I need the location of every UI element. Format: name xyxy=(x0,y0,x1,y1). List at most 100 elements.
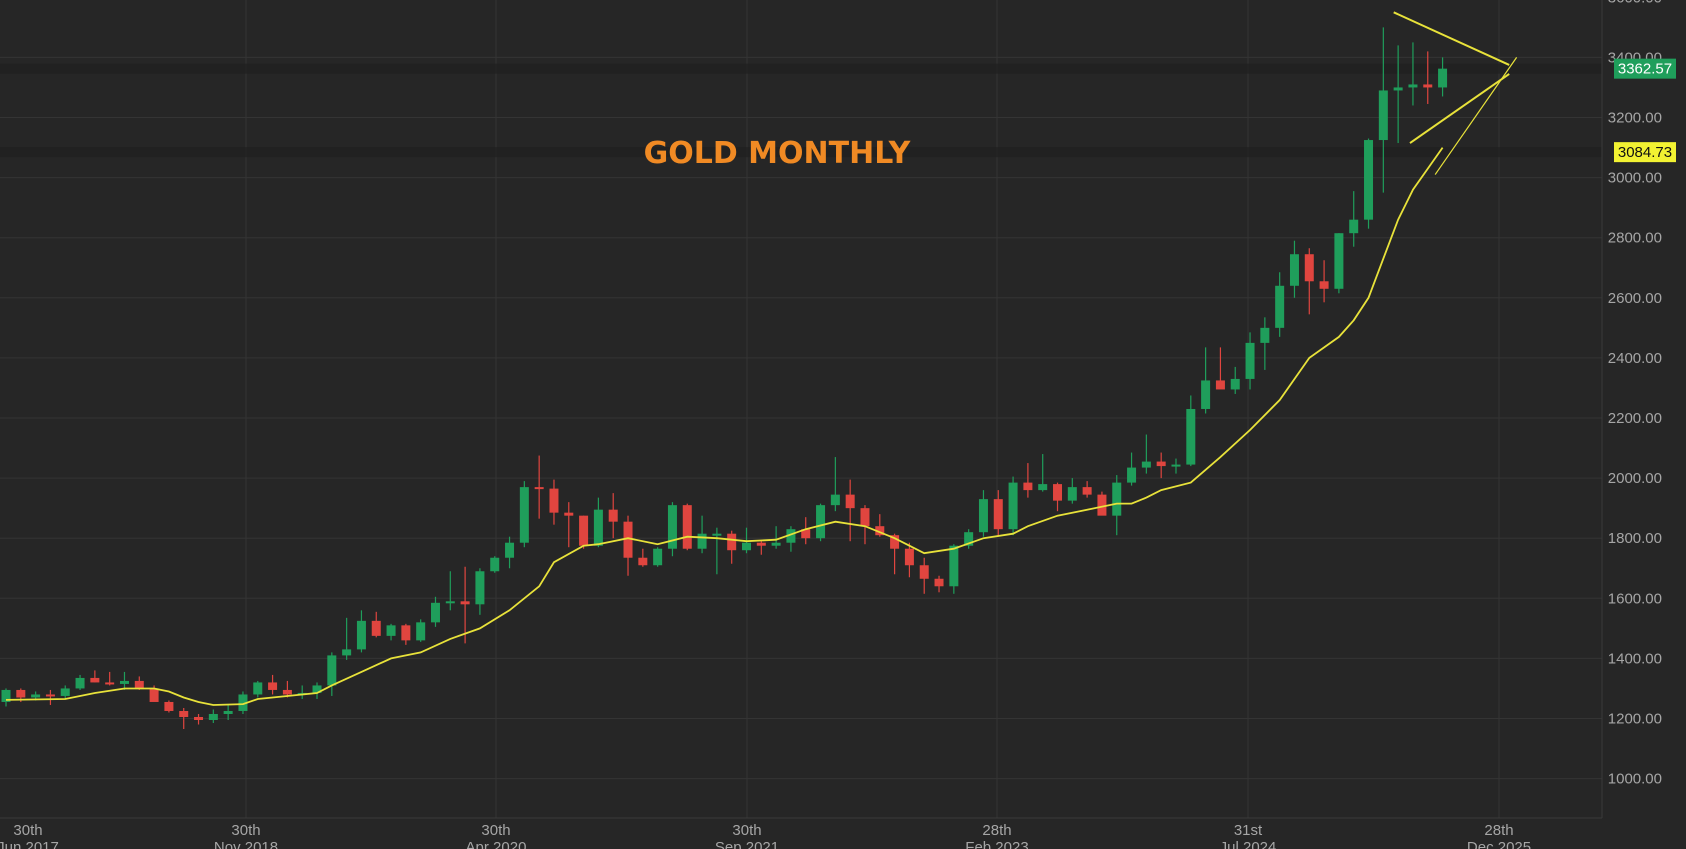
y-tick-label: 2800.00 xyxy=(1608,230,1662,247)
candle-body xyxy=(16,689,26,698)
x-tick-month: Apr 2020 xyxy=(466,839,527,849)
candle-body xyxy=(90,677,100,683)
y-tick-label: 3200.00 xyxy=(1608,110,1662,127)
candle-body xyxy=(327,655,337,686)
candle-body xyxy=(179,710,189,717)
y-tick-label: 1600.00 xyxy=(1608,590,1662,607)
x-tick-day: 28th xyxy=(1484,822,1513,839)
candle-body xyxy=(238,694,248,711)
candle-body xyxy=(549,488,559,513)
candle-body xyxy=(1186,408,1196,465)
trendline[interactable] xyxy=(1434,57,1518,175)
candle-body xyxy=(1408,84,1418,88)
candle-body xyxy=(1423,84,1433,88)
price-labels: 3362.57 3084.73 xyxy=(1614,58,1676,163)
candle-body xyxy=(223,710,233,714)
price-label-badge xyxy=(1614,142,1676,163)
y-tick-label: 2000.00 xyxy=(1608,470,1662,487)
candle-body xyxy=(860,508,870,527)
y-tick-label: 3000.00 xyxy=(1608,170,1662,187)
candle-body xyxy=(1067,487,1077,501)
candle-body xyxy=(1038,484,1048,491)
price-label-text: 3084.73 xyxy=(1618,144,1672,161)
candle-body xyxy=(667,505,677,549)
y-tick-label: 1200.00 xyxy=(1608,711,1662,728)
candle-body xyxy=(727,533,737,551)
price-level-band xyxy=(0,63,1602,74)
candle-body xyxy=(993,499,1003,530)
candle-body xyxy=(282,689,292,695)
x-tick-day: 30th xyxy=(732,822,761,839)
trendlines xyxy=(1393,11,1518,175)
candle-body xyxy=(164,701,174,711)
candle-body xyxy=(1349,219,1359,234)
candle-body xyxy=(1319,281,1329,289)
y-tick-label: 2400.00 xyxy=(1608,350,1662,367)
candle-body xyxy=(430,602,440,623)
candle-body xyxy=(697,533,707,549)
candle-body xyxy=(1112,482,1122,516)
candle-body xyxy=(845,494,855,509)
trendline[interactable] xyxy=(1393,11,1510,66)
candle-body xyxy=(253,682,263,695)
candle-body xyxy=(1275,285,1285,328)
candle-body xyxy=(149,688,159,702)
x-tick-month: Dec 2025 xyxy=(1467,839,1531,849)
candle-body xyxy=(268,682,278,690)
candle-body xyxy=(31,694,41,698)
candle-body xyxy=(919,565,929,579)
y-tick-label: 3600.00 xyxy=(1608,0,1662,6)
y-tick-label: 1800.00 xyxy=(1608,530,1662,547)
candle-body xyxy=(1141,461,1151,468)
candle-body xyxy=(416,622,426,641)
candle-body xyxy=(964,532,974,546)
candle-body xyxy=(1082,487,1092,495)
candle-body xyxy=(816,505,826,539)
candle-body xyxy=(978,499,988,533)
candle-body xyxy=(904,548,914,566)
trendline[interactable] xyxy=(1409,73,1510,144)
moving-average-line xyxy=(5,147,1444,706)
candle-body xyxy=(682,505,692,549)
candle-body xyxy=(1230,378,1240,390)
candle-body xyxy=(1364,140,1374,220)
candle-body xyxy=(742,542,751,551)
candle-body xyxy=(786,529,796,543)
y-tick-label: 1000.00 xyxy=(1608,771,1662,788)
candle-body xyxy=(712,533,722,536)
candle-body xyxy=(105,682,115,685)
candle-body xyxy=(208,713,218,721)
candle-body xyxy=(194,716,204,721)
candle-body xyxy=(1053,484,1063,501)
candle-body xyxy=(386,625,396,636)
candle-body xyxy=(475,571,485,605)
candle-body xyxy=(771,542,781,546)
candle-body xyxy=(401,625,411,641)
candle-body xyxy=(1008,482,1018,530)
x-tick-month: Jun 2017 xyxy=(0,839,59,849)
y-tick-label: 2600.00 xyxy=(1608,290,1662,307)
candle-body xyxy=(1260,327,1270,343)
candle-body xyxy=(1097,494,1107,516)
x-tick-day: 30th xyxy=(231,822,260,839)
x-tick-day: 30th xyxy=(481,822,510,839)
x-tick-month: Jul 2024 xyxy=(1220,839,1277,849)
candle-body xyxy=(312,685,322,693)
candle-body xyxy=(638,557,648,566)
candle-body xyxy=(460,601,470,605)
candle-body xyxy=(1156,461,1166,467)
x-tick-day: 31st xyxy=(1234,822,1263,839)
x-tick-month: Sep 2021 xyxy=(715,839,779,849)
candle-body xyxy=(75,677,85,689)
candle-body xyxy=(1245,342,1255,379)
candle-body xyxy=(1215,380,1225,390)
candle-body xyxy=(60,688,70,696)
x-tick-month: Nov 2018 xyxy=(214,839,278,849)
candle-body xyxy=(45,694,55,697)
candle-body xyxy=(579,515,589,546)
candle-body xyxy=(445,601,455,604)
candle-body xyxy=(371,620,381,636)
price-label-text: 3362.57 xyxy=(1618,61,1672,78)
